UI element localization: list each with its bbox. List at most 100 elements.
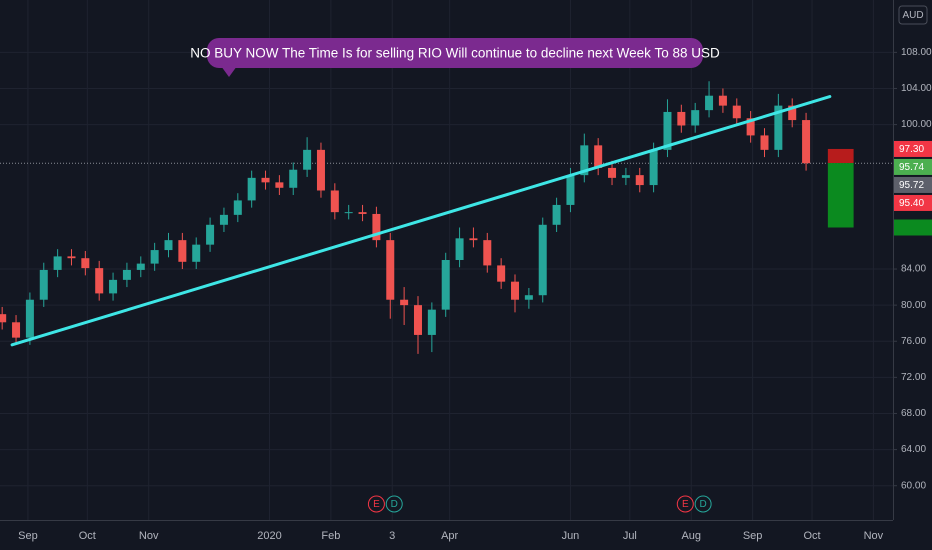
y-tick-label: 72.00 [901, 372, 926, 383]
y-tick-label: 64.00 [901, 444, 926, 455]
candle-body [122, 269, 131, 280]
candle-body [427, 309, 436, 335]
candle-body [81, 258, 90, 269]
event-label: D [699, 499, 706, 510]
price-tag [894, 176, 932, 193]
candle-body [608, 167, 617, 178]
candle-body [566, 175, 575, 205]
candle-body [774, 105, 783, 150]
x-tick-label: Oct [79, 530, 96, 542]
candle-body [12, 322, 21, 338]
event-label: D [391, 499, 398, 510]
candle-body [760, 135, 769, 150]
stop-zone [827, 148, 854, 164]
trendline [10, 95, 832, 347]
candle-body [386, 240, 395, 300]
price-tag [894, 194, 932, 211]
y-tick-label: 68.00 [901, 408, 926, 419]
candle-body [289, 169, 298, 188]
candle-body [95, 268, 104, 294]
candle-body [441, 260, 450, 310]
event-label: E [373, 499, 380, 510]
candle-body [219, 214, 228, 225]
event-marker [367, 495, 385, 513]
candle-body [136, 263, 145, 270]
y-tick-label: 84.00 [901, 264, 926, 275]
candle-body [233, 200, 242, 215]
candle-body [455, 238, 464, 260]
candle-body [400, 299, 409, 306]
price-tag [894, 158, 932, 175]
event-marker [694, 495, 712, 513]
currency[interactable]: AUD [902, 10, 923, 21]
candle-body [372, 213, 381, 241]
candle-body [552, 204, 561, 225]
candle-body [109, 279, 118, 294]
annotation-bubble [207, 38, 703, 68]
candle-body [635, 175, 644, 186]
event-marker [385, 495, 403, 513]
price-tag-label: 95.74 [899, 162, 924, 173]
candle-body [344, 212, 353, 214]
candle-body [663, 111, 672, 150]
candle-body [788, 105, 797, 121]
candle-body [705, 95, 714, 111]
x-tick-label: Aug [681, 530, 701, 542]
candle-body [261, 177, 270, 183]
x-tick-label: Apr [441, 530, 458, 542]
candle-body [178, 240, 187, 262]
annotation-pointer [221, 66, 237, 77]
candle-body [677, 111, 686, 126]
price-tag-label: 95.72 [899, 180, 924, 191]
x-tick-label: Nov [139, 530, 159, 542]
event-marker [676, 495, 694, 513]
candle-body [25, 299, 34, 338]
candle-body [594, 145, 603, 168]
candle-body [802, 120, 811, 164]
x-tick-label: 3 [389, 530, 395, 542]
candle-body [649, 149, 658, 186]
candle-body [746, 118, 755, 136]
candle-body [538, 224, 547, 296]
target-tag [894, 219, 932, 236]
currency-box[interactable] [898, 5, 928, 25]
x-tick-label: Feb [321, 530, 340, 542]
x-tick-label: Sep [18, 530, 38, 542]
y-tick-label: 76.00 [901, 336, 926, 347]
x-tick-label: Nov [864, 530, 884, 542]
candle-body [511, 281, 520, 300]
candle-body [275, 182, 284, 188]
candle-body [497, 265, 506, 282]
candle-body [580, 145, 589, 176]
candle-body [691, 110, 700, 126]
candle-body [621, 175, 630, 178]
candle-body [206, 224, 215, 245]
candle-body [469, 238, 478, 241]
candle-body [192, 244, 201, 262]
candle-body [358, 212, 367, 214]
x-tick-label: Oct [803, 530, 820, 542]
candle-body [330, 190, 339, 213]
x-tick-label: 2020 [257, 530, 281, 542]
candle-body [718, 95, 727, 106]
target-zone [827, 163, 854, 228]
candle-body [0, 314, 7, 323]
candle-body [316, 149, 325, 191]
y-tick-label: 60.00 [901, 480, 926, 491]
candle-body [39, 269, 48, 300]
candle-body [53, 256, 62, 270]
candle-body [164, 240, 173, 251]
y-tick-label: 104.00 [901, 83, 932, 94]
x-tick-label: Jul [623, 530, 637, 542]
candle-body [524, 295, 533, 300]
event-label: E [682, 499, 689, 510]
x-tick-label: Jun [562, 530, 580, 542]
price-tag [894, 140, 932, 157]
candle-body [483, 240, 492, 266]
y-tick-label: 100.00 [901, 119, 932, 130]
candle-body [732, 105, 741, 119]
candle-body [150, 250, 159, 264]
candle-body [67, 256, 76, 259]
